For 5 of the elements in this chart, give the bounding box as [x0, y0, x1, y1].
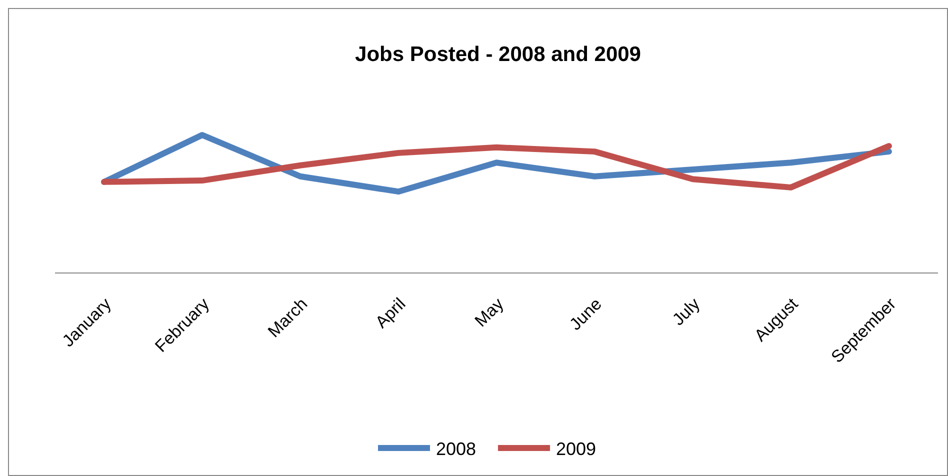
chart-title: Jobs Posted - 2008 and 2009 [355, 43, 641, 66]
legend-label: 2009 [556, 439, 596, 459]
x-tick-label: July [668, 294, 704, 330]
x-tick-label: May [471, 294, 508, 331]
legend-label: 2008 [436, 439, 476, 459]
